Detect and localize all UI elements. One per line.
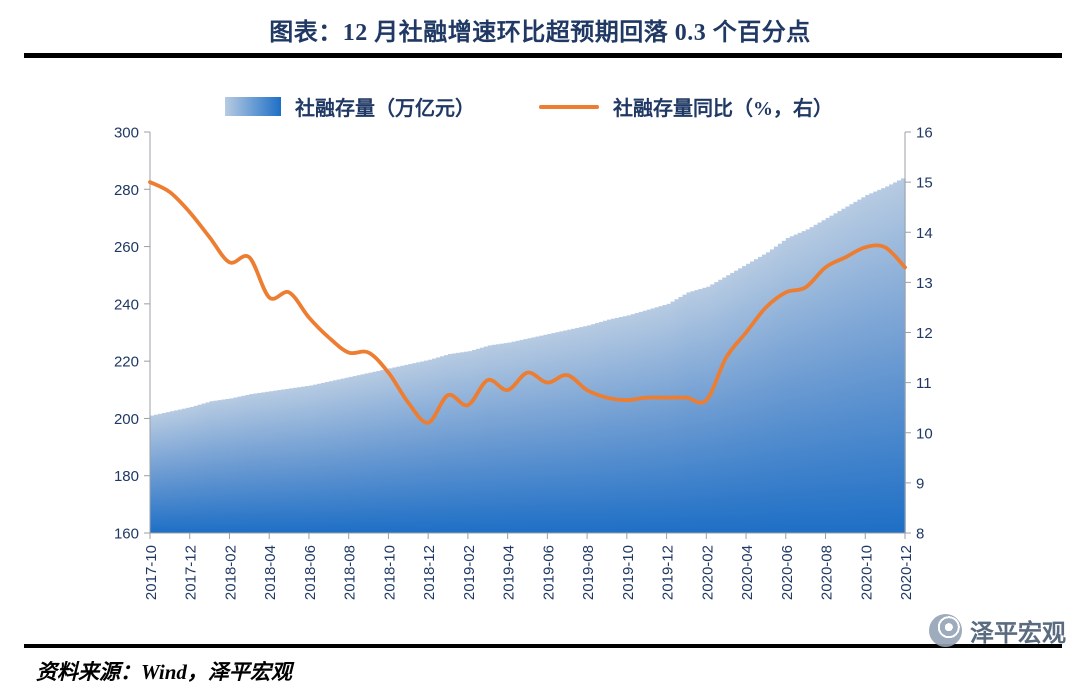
svg-text:2020-10: 2020-10 [858,545,875,600]
svg-text:280: 280 [114,182,139,199]
legend: 社融存量（万亿元） 社融存量同比（%，右） [150,92,908,121]
svg-text:2019-08: 2019-08 [580,545,597,600]
svg-text:12: 12 [916,325,933,342]
svg-text:180: 180 [114,468,139,485]
svg-text:240: 240 [114,296,139,313]
legend-item-area: 社融存量（万亿元） [225,92,475,121]
svg-text:2019-04: 2019-04 [501,545,518,600]
svg-text:9: 9 [916,475,924,492]
svg-text:2019-06: 2019-06 [540,545,557,600]
title-divider [24,53,1062,58]
svg-text:2018-12: 2018-12 [421,545,438,600]
watermark-text: 泽平宏观 [970,621,1066,647]
svg-text:8: 8 [916,526,924,543]
svg-text:2017-12: 2017-12 [183,545,200,600]
svg-text:11: 11 [916,375,932,392]
left-axis-labels: 160 180 200 220 240 260 280 300 [114,125,150,543]
source-text: 资料来源：Wind，泽平宏观 [36,660,292,684]
footer-divider [24,644,1062,648]
svg-text:2020-06: 2020-06 [779,545,796,600]
svg-text:160: 160 [114,526,139,543]
svg-text:13: 13 [916,275,933,292]
area-series [150,178,906,534]
right-axis-labels: 8 9 10 11 12 13 14 15 16 [905,125,933,543]
svg-text:2018-08: 2018-08 [342,545,359,600]
svg-text:2019-12: 2019-12 [660,545,677,600]
svg-text:2018-02: 2018-02 [223,545,240,600]
svg-text:220: 220 [114,354,139,371]
svg-text:2020-02: 2020-02 [699,545,716,600]
watermark: 泽平宏观 [929,613,1066,648]
svg-text:14: 14 [916,225,933,242]
svg-text:2017-10: 2017-10 [143,545,160,600]
chart-canvas: 160 180 200 220 240 260 280 300 8 9 10 11 12 13 14 15 16… [114,125,933,601]
svg-text:2018-06: 2018-06 [302,545,319,600]
svg-text:300: 300 [114,125,139,142]
page-title: 图表：12 月社融增速环比超预期回落 0.3 个百分点 [269,20,811,46]
x-axis-labels: 2017-10 2017-12 2018-02 2018-04 2018-06 2018-… [143,533,915,600]
line-series [148,180,907,425]
svg-text:2019-02: 2019-02 [461,545,478,600]
line-swatch-icon [539,104,599,109]
svg-text:2018-10: 2018-10 [381,545,398,600]
svg-text:2018-04: 2018-04 [262,545,279,600]
svg-text:2020-08: 2020-08 [819,545,836,600]
legend-label-line: 社融存量同比（%，右） [613,98,833,120]
brand-logo-icon [929,614,962,647]
svg-text:2020-04: 2020-04 [739,545,756,600]
legend-label-area: 社融存量（万亿元） [295,98,475,120]
svg-text:260: 260 [114,239,139,256]
svg-text:2019-10: 2019-10 [620,545,637,600]
svg-text:15: 15 [916,175,933,192]
svg-text:2020-12: 2020-12 [898,545,915,600]
svg-text:10: 10 [916,425,933,442]
legend-item-line: 社融存量同比（%，右） [539,92,833,121]
svg-text:200: 200 [114,411,139,428]
svg-text:16: 16 [916,125,933,142]
area-swatch-icon [225,97,281,116]
